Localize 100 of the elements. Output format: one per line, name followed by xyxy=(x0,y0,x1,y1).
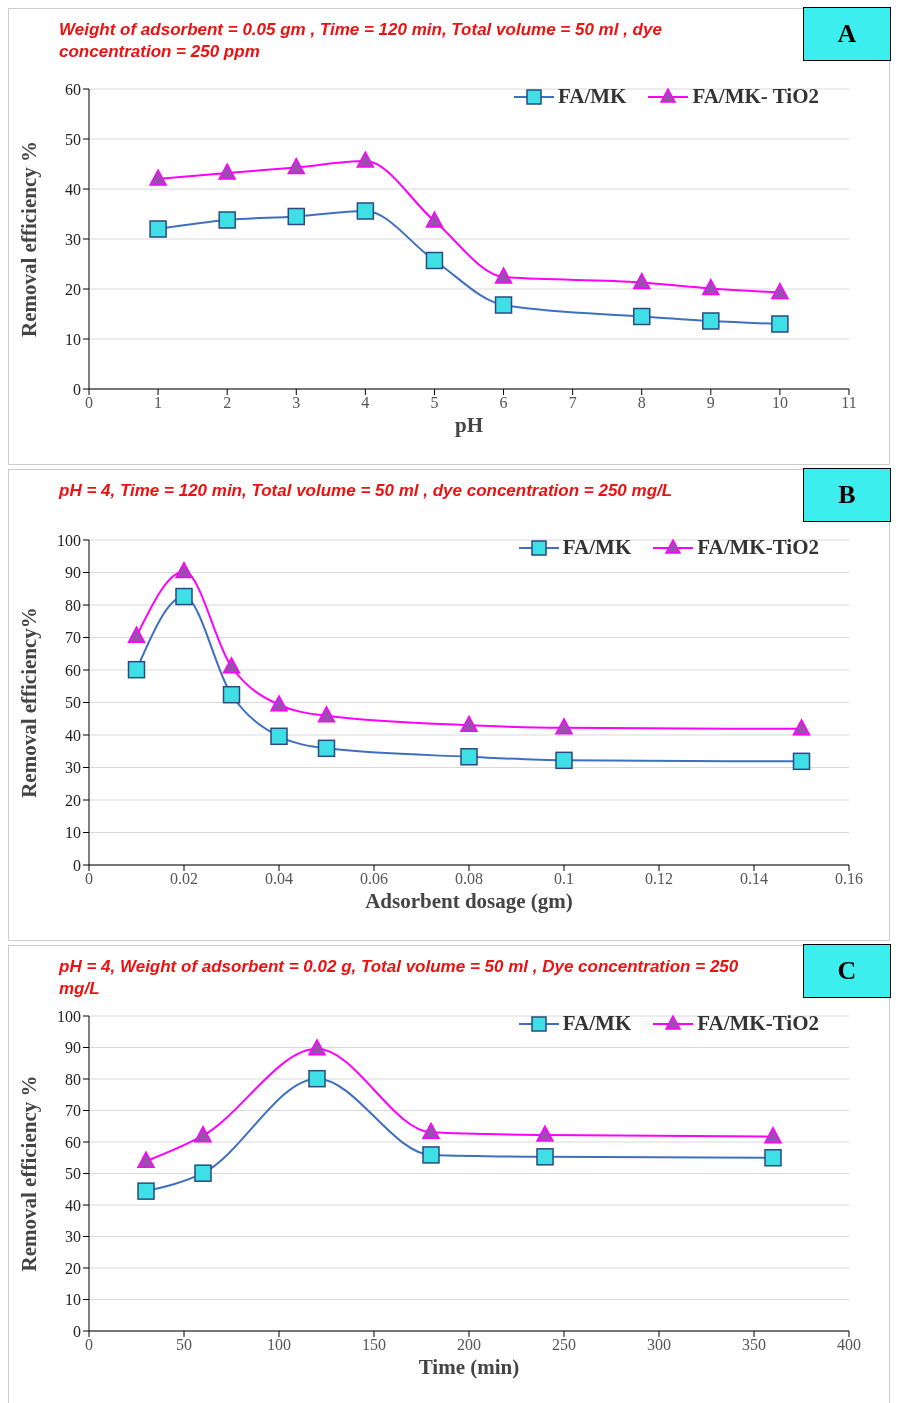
x-tick-label: 50 xyxy=(176,1336,192,1354)
point xyxy=(149,169,167,186)
y-tick-label: 80 xyxy=(65,596,81,614)
y-tick-label: 70 xyxy=(65,629,81,647)
x-tick-label: 0.12 xyxy=(645,870,673,888)
point xyxy=(308,1039,326,1056)
x-tick-label: 300 xyxy=(647,1336,671,1354)
y-tick-label: 90 xyxy=(65,564,81,582)
point xyxy=(287,157,306,175)
point xyxy=(792,719,811,736)
x-axis-title: pH xyxy=(454,413,484,437)
point xyxy=(536,1125,554,1142)
chart-title: pH = 4, Weight of adsorbent = 0.02 g, Total volume = 50 ml , Dye concentration = 250 mg/L xyxy=(59,956,740,1000)
x-tick-label: 2 xyxy=(223,394,232,412)
text: A xyxy=(803,7,891,61)
x-tick-label: 0.04 xyxy=(265,870,293,888)
x-tick-label: 11 xyxy=(841,394,857,412)
x-tick-label: 10 xyxy=(771,394,788,412)
point xyxy=(771,282,789,300)
x-tick-label: 250 xyxy=(552,1336,576,1354)
y-tick-label: 100 xyxy=(57,531,81,549)
y-tick-label: 0 xyxy=(73,856,81,874)
point xyxy=(175,561,193,579)
y-tick-label: 100 xyxy=(57,1007,81,1025)
legend-label: FA/MK xyxy=(561,535,632,560)
x-tick-label: 5 xyxy=(430,394,439,412)
y-tick-label: 20 xyxy=(65,1259,81,1277)
y-tick-label: 20 xyxy=(65,791,81,809)
text: B xyxy=(803,468,891,522)
y-tick-label: 40 xyxy=(65,180,81,198)
legend-label: FA/MK-TiO2 xyxy=(696,535,819,560)
point xyxy=(460,715,478,732)
point xyxy=(356,151,375,168)
y-tick-label: 20 xyxy=(65,280,81,298)
y-tick-label: 0 xyxy=(73,380,81,398)
y-axis-title: Removal efficiency% xyxy=(17,607,42,798)
y-tick-label: 60 xyxy=(65,80,81,98)
y-tick-label: 0 xyxy=(73,1322,81,1340)
y-tick-label: 50 xyxy=(65,130,81,148)
point xyxy=(425,211,444,228)
y-tick-label: 60 xyxy=(65,1133,81,1151)
y-tick-label: 30 xyxy=(65,230,81,248)
point xyxy=(555,718,573,735)
x-tick-label: 200 xyxy=(457,1336,481,1354)
point xyxy=(317,706,336,723)
x-tick-label: 0.02 xyxy=(170,870,198,888)
x-tick-label: 0 xyxy=(85,870,93,888)
point xyxy=(494,267,513,284)
x-tick-label: 4 xyxy=(361,394,370,412)
x-tick-label: 0 xyxy=(85,394,93,412)
x-axis-title: Time (min) xyxy=(418,1355,520,1379)
point xyxy=(270,695,288,712)
x-tick-label: 0.06 xyxy=(360,870,388,888)
x-tick-label: 6 xyxy=(499,394,508,412)
x-tick-label: 8 xyxy=(637,394,646,412)
legend-label: FA/MK- TiO2 xyxy=(691,84,819,109)
y-axis-title: Removal efficiency % xyxy=(17,141,42,337)
x-tick-label: 0 xyxy=(85,1336,93,1354)
legend-label: FA/MK-TiO2 xyxy=(696,1011,819,1036)
point xyxy=(194,1125,212,1143)
y-tick-label: 60 xyxy=(65,661,81,679)
x-tick-label: 3 xyxy=(292,394,301,412)
point xyxy=(422,1122,440,1139)
x-tick-label: 1 xyxy=(154,394,163,412)
x-tick-label: 0.16 xyxy=(835,870,863,888)
y-axis-title: Removal efficiency % xyxy=(17,1075,42,1272)
y-tick-label: 90 xyxy=(65,1039,81,1057)
x-tick-label: 350 xyxy=(742,1336,766,1354)
x-tick-label: 150 xyxy=(362,1336,386,1354)
y-tick-label: 70 xyxy=(65,1102,81,1120)
y-tick-label: 10 xyxy=(65,1291,81,1309)
point xyxy=(632,272,651,290)
legend-label: FA/MK xyxy=(556,84,627,109)
y-tick-label: 40 xyxy=(65,726,81,744)
point xyxy=(218,163,236,180)
y-tick-label: 50 xyxy=(65,694,81,712)
y-tick-label: 40 xyxy=(65,1196,81,1214)
x-tick-label: 400 xyxy=(837,1336,861,1354)
point xyxy=(127,626,146,643)
y-tick-label: 80 xyxy=(65,1070,81,1088)
y-tick-label: 50 xyxy=(65,1165,81,1183)
point xyxy=(764,1126,782,1144)
x-tick-label: 100 xyxy=(267,1336,291,1354)
x-tick-label: 0.14 xyxy=(740,870,768,888)
point xyxy=(222,657,241,674)
y-tick-label: 30 xyxy=(65,759,81,777)
x-tick-label: 0.08 xyxy=(455,870,483,888)
text: C xyxy=(803,944,891,998)
chart-title: Weight of adsorbent = 0.05 gm , Time = 120 min, Total volume = 50 ml , dye concentration = 250 ppm xyxy=(59,19,663,63)
legend-label: FA/MK xyxy=(561,1011,632,1036)
y-tick-label: 30 xyxy=(65,1228,81,1246)
x-tick-label: 9 xyxy=(706,394,715,412)
y-tick-label: 10 xyxy=(65,330,81,348)
x-tick-label: 7 xyxy=(568,394,577,412)
point xyxy=(702,278,720,296)
x-tick-label: 0.1 xyxy=(554,870,574,888)
y-tick-label: 10 xyxy=(65,824,81,842)
x-axis-title: Adsorbent dosage (gm) xyxy=(365,889,573,913)
chart-title: pH = 4, Time = 120 min, Total volume = 50 ml , dye concentration = 250 mg/L xyxy=(59,480,674,502)
point xyxy=(137,1151,155,1168)
